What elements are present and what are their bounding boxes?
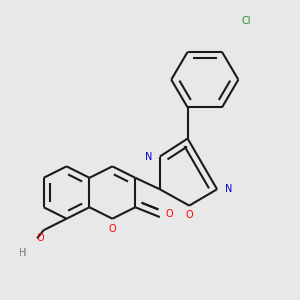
Text: O: O <box>109 224 116 233</box>
Text: H: H <box>19 248 26 258</box>
Text: N: N <box>145 152 152 161</box>
Text: O: O <box>37 233 44 243</box>
Text: N: N <box>225 184 232 194</box>
Text: O: O <box>166 209 173 219</box>
Text: Cl: Cl <box>241 16 250 26</box>
Text: O: O <box>185 210 193 220</box>
Text: H: H <box>19 248 26 258</box>
